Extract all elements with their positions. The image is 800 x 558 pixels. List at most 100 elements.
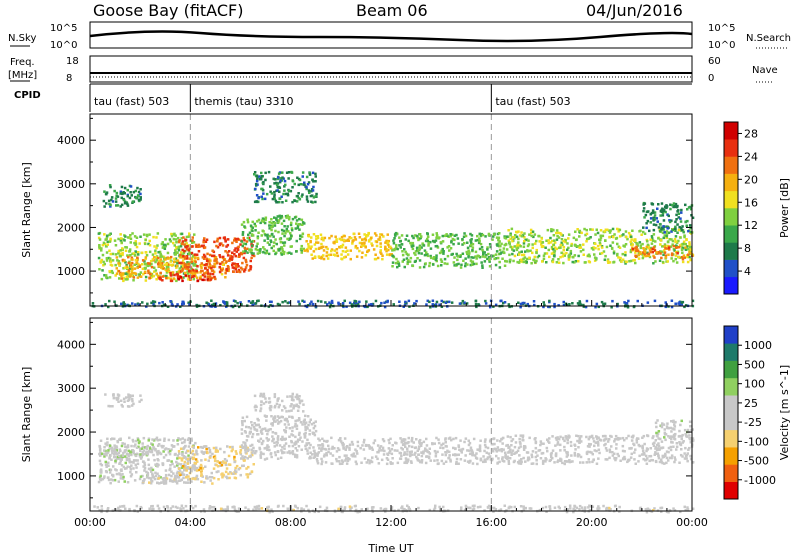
data-cell — [483, 450, 486, 453]
data-cell — [105, 454, 108, 457]
data-cell — [281, 176, 284, 179]
data-cell — [501, 450, 504, 453]
data-cell — [292, 445, 295, 448]
data-cell — [260, 177, 263, 180]
data-cell — [363, 439, 366, 442]
data-cell — [265, 419, 268, 422]
data-cell — [149, 251, 152, 254]
data-cell — [313, 450, 316, 453]
data-cell — [284, 418, 287, 421]
data-cell — [291, 186, 294, 189]
data-cell — [675, 254, 678, 257]
data-cell — [438, 442, 441, 445]
data-cell — [182, 240, 185, 243]
data-cell — [244, 445, 247, 448]
data-cell — [602, 435, 605, 438]
data-cell — [288, 416, 291, 419]
data-cell — [111, 264, 114, 267]
data-cell — [228, 463, 231, 466]
data-cell — [148, 508, 151, 511]
data-cell — [685, 455, 688, 458]
data-cell — [671, 204, 674, 207]
data-cell — [598, 452, 601, 455]
data-cell — [294, 420, 297, 423]
data-cell — [160, 445, 163, 448]
data-cell — [144, 243, 147, 246]
data-cell — [436, 451, 439, 454]
data-cell — [670, 427, 673, 430]
data-cell — [196, 467, 199, 470]
data-cell — [304, 434, 307, 437]
data-cell — [219, 263, 222, 266]
data-cell — [392, 444, 395, 447]
data-cell — [291, 416, 294, 419]
data-cell — [539, 444, 542, 447]
data-cell — [473, 438, 476, 441]
data-region — [241, 215, 306, 256]
data-cell — [670, 238, 673, 241]
data-cell — [105, 276, 108, 279]
data-cell — [160, 266, 163, 269]
data-cell — [381, 258, 384, 261]
data-cell — [150, 260, 153, 263]
data-cell — [597, 232, 600, 235]
data-cell — [182, 465, 185, 468]
data-cell — [392, 261, 395, 264]
data-cell — [452, 438, 455, 441]
data-cell — [608, 438, 611, 441]
data-cell — [250, 257, 253, 260]
data-cell — [664, 439, 667, 442]
data-cell — [547, 229, 550, 232]
data-cell — [112, 200, 115, 203]
data-cell — [200, 474, 203, 477]
data-cell — [358, 250, 361, 253]
data-cell — [512, 260, 515, 263]
data-cell — [207, 276, 210, 279]
data-cell — [268, 221, 271, 224]
data-cell — [240, 474, 243, 477]
data-cell — [109, 471, 112, 474]
data-cell — [448, 249, 451, 252]
data-cell — [169, 467, 172, 470]
data-cell — [164, 258, 167, 261]
data-cell — [258, 508, 261, 511]
data-cell — [485, 302, 488, 305]
data-cell — [633, 259, 636, 262]
data-cell — [121, 252, 124, 255]
data-cell — [679, 217, 682, 220]
data-cell — [118, 480, 121, 483]
data-cell — [497, 446, 500, 449]
data-cell — [322, 444, 325, 447]
data-cell — [235, 255, 238, 258]
data-cell — [196, 277, 199, 280]
data-cell — [657, 452, 660, 455]
data-cell — [375, 300, 378, 303]
data-cell — [259, 248, 262, 251]
data-cell — [288, 445, 291, 448]
data-cell — [283, 189, 286, 192]
data-cell — [528, 257, 531, 260]
data-cell — [466, 242, 469, 245]
data-cell — [252, 450, 255, 453]
data-cell — [464, 454, 467, 457]
data-cell — [117, 204, 120, 207]
data-cell — [515, 441, 518, 444]
data-cell — [531, 456, 534, 459]
data-cell — [213, 447, 216, 450]
data-cell — [182, 448, 185, 451]
data-cell — [423, 266, 426, 269]
data-cell — [588, 254, 591, 257]
data-cell — [606, 458, 609, 461]
data-cell — [531, 454, 534, 457]
data-cell — [484, 300, 487, 303]
data-cell — [184, 461, 187, 464]
data-cell — [506, 260, 509, 263]
data-cell — [652, 459, 655, 462]
data-cell — [124, 235, 127, 238]
data-cell — [173, 465, 176, 468]
data-cell — [518, 253, 521, 256]
data-cell — [322, 239, 325, 242]
data-cell — [678, 462, 681, 465]
data-cell — [200, 459, 203, 462]
data-cell — [558, 262, 561, 265]
